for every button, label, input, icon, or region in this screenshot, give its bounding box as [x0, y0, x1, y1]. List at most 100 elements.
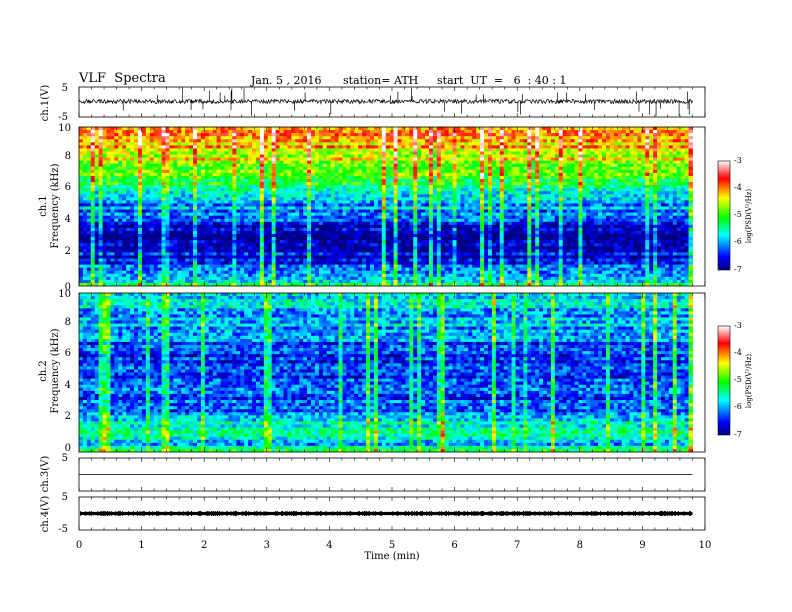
spectrogram-cell: [354, 175, 359, 180]
spectrogram-cell: [279, 221, 284, 226]
spectrogram-cell: [397, 175, 402, 180]
spectrogram-cell: [169, 212, 174, 217]
spectrogram-cell: [291, 154, 296, 158]
spectrogram-cell: [220, 197, 225, 201]
spectrogram-cell: [401, 188, 406, 192]
spectrogram-cell: [228, 188, 233, 192]
spectrogram-cell: [110, 136, 115, 140]
spectrogram-cell: [193, 212, 198, 217]
spectrogram-cell: [216, 145, 221, 149]
spectrogram-cell: [307, 203, 312, 207]
spectrogram-cell: [145, 212, 151, 217]
spectrogram-cell: [283, 175, 288, 180]
spectrogram-cell: [338, 215, 343, 220]
spectrogram-cell: [287, 145, 292, 149]
spectrogram-cell: [429, 130, 434, 134]
spectrogram-cell: [244, 258, 249, 262]
spectrogram-cell: [381, 273, 387, 278]
spectrogram-cell: [307, 172, 312, 177]
spectrogram-cell: [122, 188, 127, 192]
spectrogram-cell: [255, 218, 261, 223]
spectrogram-cell: [314, 276, 320, 281]
spectrogram-cell: [393, 185, 398, 189]
spectrogram-cell: [370, 255, 375, 259]
spectrogram-cell: [417, 188, 422, 192]
spectrogram-cell: [275, 215, 280, 220]
spectrogram-cell: [252, 240, 257, 244]
spectrogram-cell: [248, 237, 253, 241]
spectrogram-cell: [346, 172, 351, 177]
spectrogram-cell: [208, 172, 214, 177]
spectrogram-cell: [193, 151, 198, 155]
spectrogram-cell: [259, 243, 265, 247]
spectrogram-cell: [248, 227, 253, 232]
spectrogram-cell: [291, 136, 296, 140]
spectrogram-cell: [346, 157, 351, 162]
spectrogram-cell: [122, 182, 127, 186]
spectrogram-cell: [126, 163, 131, 168]
spectrogram-cell: [141, 145, 147, 149]
spectrogram-cell: [177, 130, 182, 134]
spectrogram-cell: [86, 246, 92, 250]
spectrogram-cell: [326, 267, 332, 272]
spectrogram-cell: [429, 151, 434, 155]
spectrogram-cell: [181, 139, 186, 143]
spectrogram-cell: [311, 227, 316, 232]
spectrogram-cell: [153, 276, 159, 281]
spectrogram-cell: [295, 234, 300, 238]
spectrogram-cell: [248, 270, 253, 275]
spectrogram-cell: [283, 209, 288, 214]
spectrogram-cell: [224, 145, 229, 149]
spectrogram-cell: [153, 258, 159, 262]
spectrogram-cell: [98, 160, 103, 165]
spectrogram-cell: [240, 139, 245, 143]
spectrogram-cell: [271, 200, 277, 204]
spectrogram-cell: [252, 234, 257, 238]
spectrogram-cell: [271, 227, 277, 232]
spectrogram-cell: [326, 218, 332, 223]
spectrogram-cell: [232, 191, 237, 195]
spectrogram-cell: [338, 243, 343, 247]
spectrogram-cell: [425, 252, 430, 256]
spectrogram-cell: [283, 258, 288, 262]
spectrogram-cell: [432, 273, 438, 278]
spectrogram-cell: [181, 209, 186, 214]
spectrogram-cell: [295, 273, 300, 278]
spectrogram-cell: [389, 142, 394, 146]
spectrogram-cell: [208, 145, 214, 149]
spectrogram-cell: [322, 139, 328, 143]
spectrogram-cell: [440, 203, 446, 207]
spectrogram-cell: [326, 206, 332, 210]
spectrogram-cell: [373, 175, 379, 180]
spectrogram-cell: [381, 252, 387, 256]
spectrogram-cell: [248, 218, 253, 223]
spectrogram-cell: [86, 270, 92, 275]
spectrogram-cell: [102, 197, 107, 201]
spectrogram-cell: [330, 230, 336, 235]
spectrogram-cell: [185, 230, 190, 235]
spectrogram-cell: [212, 261, 218, 265]
spectrogram-cell: [405, 185, 410, 189]
spectrogram-cell: [311, 160, 316, 165]
spectrogram-cell: [405, 279, 410, 284]
spectrogram-cell: [204, 212, 210, 217]
spectrogram-cell: [244, 279, 249, 284]
spectrogram-cell: [228, 209, 233, 214]
spectrogram-cell: [393, 151, 398, 155]
spectrogram-cell: [362, 218, 367, 223]
spectrogram-cell: [326, 249, 332, 253]
spectrogram-cell: [354, 267, 359, 272]
spectrogram-cell: [271, 224, 277, 229]
spectrogram-cell: [342, 267, 347, 272]
spectrogram-cell: [98, 255, 103, 259]
spectrogram-cell: [326, 172, 332, 177]
spectrogram-cell: [204, 154, 210, 158]
spectrogram-cell: [263, 127, 269, 131]
spectrogram-cell: [134, 246, 139, 250]
spectrogram-cell: [220, 154, 225, 158]
spectrogram-cell: [267, 237, 273, 241]
spectrogram-cell: [165, 182, 170, 186]
spectrogram-cell: [102, 154, 107, 158]
spectrogram-cell: [134, 237, 139, 241]
spectrogram-cell: [79, 175, 84, 180]
